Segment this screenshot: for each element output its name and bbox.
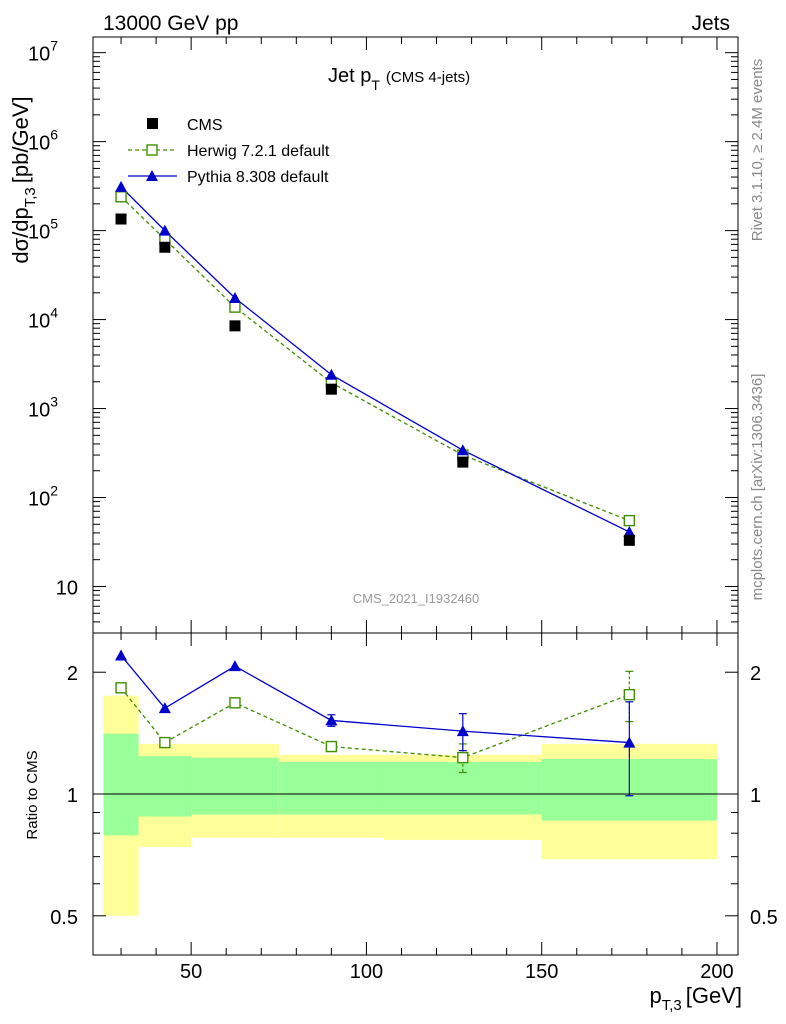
main-y-tick-label: 10 bbox=[56, 577, 78, 599]
main-point-cms bbox=[457, 456, 469, 468]
main-point-herwig bbox=[623, 514, 636, 527]
main-plot-title: Jet pT (CMS 4-jets) bbox=[328, 65, 470, 93]
main-series-group bbox=[115, 180, 636, 546]
main-point-herwig bbox=[115, 191, 127, 203]
header-energy-label: 13000 GeV pp bbox=[103, 12, 238, 35]
ratio-y-axis-label: Ratio to CMS bbox=[24, 750, 41, 839]
ratio-point-pythia bbox=[115, 649, 128, 661]
legend-marker-herwig bbox=[146, 144, 158, 156]
ratio-y-tick-label-left: 0.5 bbox=[50, 907, 78, 929]
ratio-point-herwig bbox=[229, 697, 241, 709]
main-axis-ticks: 10 102 103 104 105 106 107 bbox=[28, 37, 738, 634]
main-point-pythia bbox=[115, 180, 128, 192]
legend-marker-cms bbox=[147, 118, 158, 129]
ratio-point-herwig bbox=[325, 740, 338, 753]
main-point-pythia bbox=[158, 224, 171, 236]
x-tick-label: 50 bbox=[180, 961, 202, 983]
ratio-axis-ticks: 0.5 0.5 1 1 2 2 50 100 150 200 bbox=[50, 633, 778, 983]
ratio-band-green bbox=[103, 733, 139, 836]
main-point-herwig bbox=[229, 301, 241, 313]
x-tick-label: 100 bbox=[350, 961, 383, 983]
ratio-point-herwig bbox=[159, 736, 171, 749]
main-point-cms bbox=[623, 534, 635, 546]
ratio-y-tick-label-right: 1 bbox=[750, 785, 761, 807]
ratio-point-herwig bbox=[623, 688, 636, 701]
main-point-pythia bbox=[456, 444, 469, 456]
ratio-y-tick-label-right: 2 bbox=[750, 663, 761, 685]
main-y-tick-label: 104 bbox=[28, 305, 58, 333]
header-category-label: Jets bbox=[691, 12, 730, 35]
ratio-band-green bbox=[138, 756, 192, 817]
mcplots-label: mcplots.cern.ch [arXiv:1306.3436] bbox=[749, 374, 766, 601]
ratio-y-tick-label-right: 0.5 bbox=[750, 907, 778, 929]
main-line-pythia bbox=[120, 186, 630, 533]
rivet-label: Rivet 3.1.10, ≥ 2.4M events bbox=[749, 59, 766, 242]
ratio-point-pythia bbox=[158, 702, 171, 714]
legend-label-herwig: Herwig 7.2.1 default bbox=[187, 143, 330, 160]
legend: CMS Herwig 7.2.1 default Pythia 8.308 de… bbox=[128, 117, 330, 186]
x-axis-label: pT,3 [GeV] bbox=[649, 983, 742, 1014]
ratio-point-pythia bbox=[228, 660, 241, 672]
main-y-tick-label: 106 bbox=[28, 127, 58, 155]
x-tick-label: 150 bbox=[525, 961, 558, 983]
ratio-band-green bbox=[278, 761, 384, 815]
main-point-cms bbox=[115, 213, 127, 225]
main-point-pythia bbox=[325, 368, 338, 380]
ratio-line-herwig bbox=[120, 687, 630, 759]
analysis-watermark: CMS_2021_I1932460 bbox=[353, 591, 480, 606]
ratio-line-pythia bbox=[120, 655, 630, 744]
legend-label-cms: CMS bbox=[187, 117, 223, 134]
ratio-y-tick-label-left: 2 bbox=[67, 663, 78, 685]
ratio-band-green bbox=[191, 757, 279, 815]
ratio-point-pythia bbox=[456, 725, 469, 737]
ratio-uncertainty-bands bbox=[93, 695, 738, 916]
main-y-tick-label: 103 bbox=[28, 394, 58, 422]
x-tick-label: 200 bbox=[700, 961, 733, 983]
main-point-cms bbox=[159, 241, 171, 253]
main-point-pythia bbox=[623, 525, 636, 537]
ratio-series-group bbox=[115, 649, 636, 797]
ratio-y-tick-label-left: 1 bbox=[67, 785, 78, 807]
ratio-plot-frame bbox=[92, 632, 739, 956]
main-point-cms bbox=[325, 383, 337, 395]
main-y-tick-label: 107 bbox=[28, 38, 58, 66]
main-point-pythia bbox=[228, 291, 241, 303]
main-y-tick-label: 102 bbox=[28, 483, 58, 511]
main-point-cms bbox=[229, 320, 241, 332]
legend-marker-pythia bbox=[146, 170, 158, 181]
ratio-point-herwig bbox=[115, 682, 127, 694]
ratio-point-herwig bbox=[457, 751, 469, 764]
main-line-herwig bbox=[120, 196, 630, 522]
main-y-axis-label: dσ/dpT,3[pb/GeV] bbox=[8, 96, 39, 263]
ratio-point-pythia bbox=[325, 714, 338, 726]
main-y-tick-label: 105 bbox=[28, 216, 58, 244]
ratio-point-pythia bbox=[623, 736, 636, 748]
legend-label-pythia: Pythia 8.308 default bbox=[187, 169, 329, 186]
